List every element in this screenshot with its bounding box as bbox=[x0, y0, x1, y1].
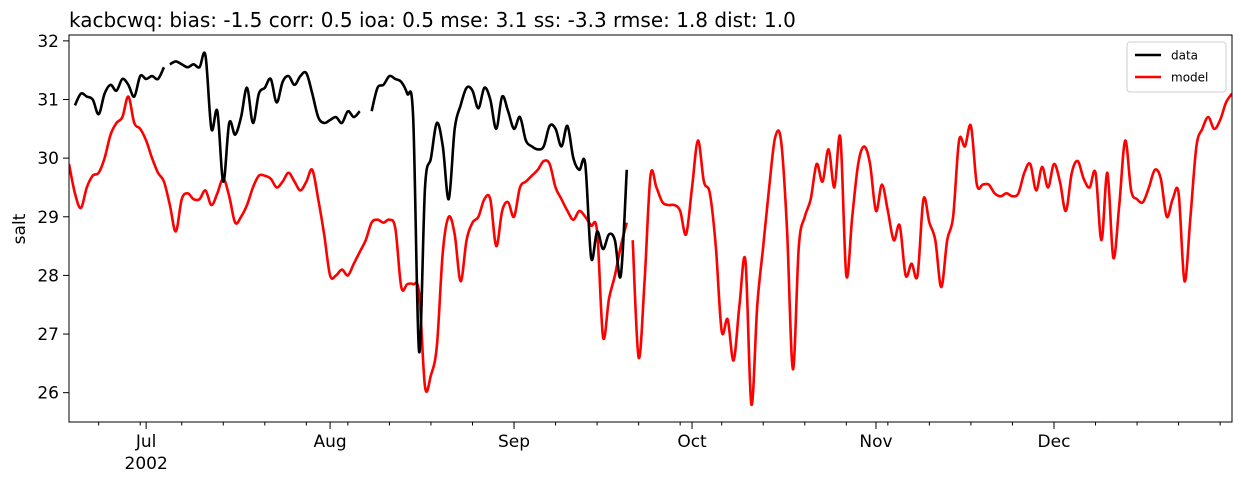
x-tick-sublabel: 2002 bbox=[125, 454, 168, 474]
y-tick-label: 30 bbox=[37, 149, 59, 169]
y-axis-label: salt bbox=[10, 213, 30, 244]
y-axis: 26 27 28 29 30 31 32 bbox=[37, 32, 69, 404]
y-tick-label: 29 bbox=[37, 208, 59, 228]
chart-title: kacbcwq: bias: -1.5 corr: 0.5 ioa: 0.5 m… bbox=[69, 8, 796, 32]
x-tick-label: Nov bbox=[859, 432, 892, 452]
series-line-model-1 bbox=[69, 95, 629, 394]
x-tick-label: Aug bbox=[313, 432, 346, 452]
legend-label-data: data bbox=[1171, 49, 1198, 63]
series-line-data-3 bbox=[370, 74, 629, 354]
series-line-data-2 bbox=[169, 51, 361, 183]
legend-label-model: model bbox=[1171, 71, 1208, 85]
y-tick-label: 31 bbox=[37, 91, 59, 111]
y-tick-label: 32 bbox=[37, 32, 59, 52]
x-tick-label: Oct bbox=[677, 432, 707, 452]
legend: data model bbox=[1126, 41, 1227, 93]
series-line-data-1 bbox=[73, 66, 166, 116]
y-tick-label: 26 bbox=[37, 384, 59, 404]
y-tick-label: 28 bbox=[37, 266, 59, 286]
x-tick-label: Jul bbox=[135, 432, 157, 452]
x-tick-label: Sep bbox=[498, 432, 530, 452]
plot-area bbox=[69, 51, 1232, 406]
plot-frame bbox=[68, 34, 1233, 423]
y-tick-label: 27 bbox=[37, 325, 59, 345]
series-line-model-2 bbox=[631, 92, 1232, 406]
x-tick-label: Dec bbox=[1038, 432, 1071, 452]
